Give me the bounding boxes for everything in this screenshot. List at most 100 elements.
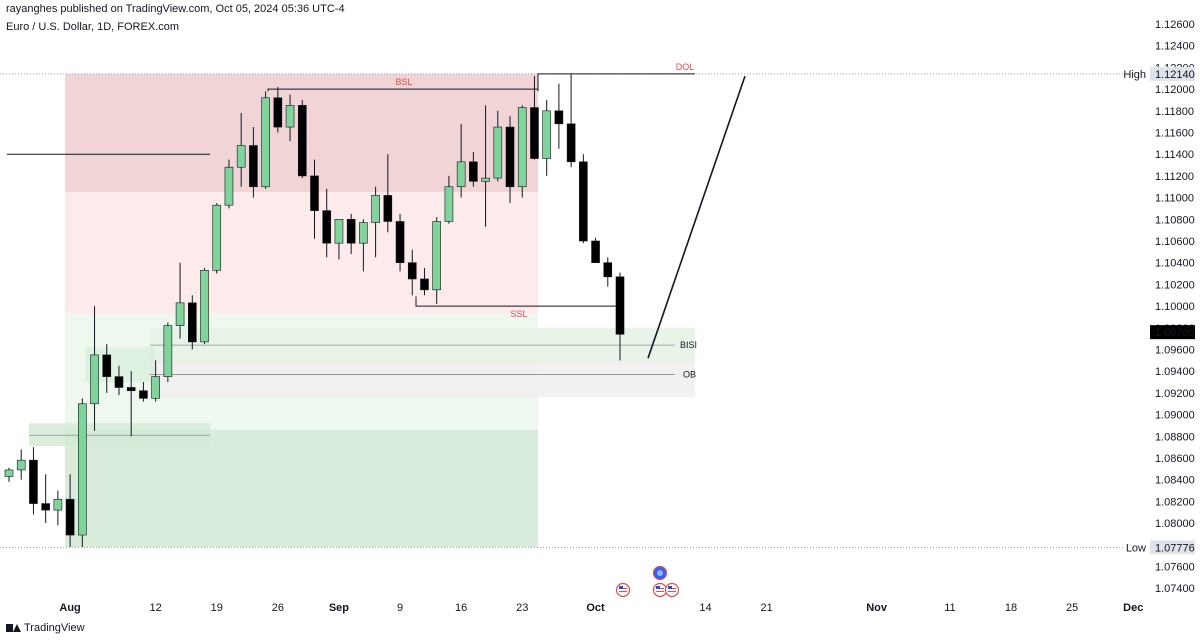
candle xyxy=(151,360,160,402)
candle-body xyxy=(444,186,454,222)
us-flag-event-icon[interactable] xyxy=(652,565,668,581)
publish-line: rayanghes published on TradingView.com, … xyxy=(6,3,345,15)
footer-brand[interactable]: TradingView xyxy=(6,622,85,634)
candle xyxy=(542,99,551,176)
candle xyxy=(371,186,380,258)
y-tick-label: 1.12000 xyxy=(1155,84,1195,96)
tradingview-logo-icon xyxy=(6,623,21,633)
y-tick-label: 1.07400 xyxy=(1155,583,1195,595)
time-axis[interactable]: Aug 12 19 26 Sep 9 16 23 Oct 14 21 Nov 11 18 25 Dec xyxy=(59,602,1143,614)
x-tick-label: Oct xyxy=(586,602,605,614)
candle xyxy=(175,262,185,339)
candle-body xyxy=(139,390,148,399)
candle xyxy=(261,91,270,189)
x-tick-label: 14 xyxy=(699,602,711,614)
candle-body xyxy=(224,166,234,206)
y-tick-label: 1.09000 xyxy=(1155,410,1195,422)
zone-layer xyxy=(29,73,695,547)
x-tick-label: 21 xyxy=(761,602,773,614)
low-label: Low xyxy=(1126,542,1146,554)
y-tick-label: 1.12600 xyxy=(1155,19,1195,31)
bsl-zone-light xyxy=(65,192,538,314)
candle xyxy=(249,127,258,198)
y-tick-label: 1.09400 xyxy=(1155,366,1195,378)
candle-body xyxy=(297,105,307,177)
y-tick-label: 1.11600 xyxy=(1155,128,1194,140)
ob-label: OB xyxy=(683,369,696,379)
economic-events[interactable] xyxy=(615,565,680,598)
candle-body xyxy=(188,302,197,343)
candle xyxy=(517,105,527,198)
candle xyxy=(236,112,246,187)
candle xyxy=(481,105,490,227)
us-flag-event-icon[interactable] xyxy=(652,582,668,598)
candle-body xyxy=(78,403,87,536)
x-tick-label: 19 xyxy=(211,602,223,614)
candle-body xyxy=(322,210,332,244)
candle-body xyxy=(273,97,283,128)
us-flag-event-icon[interactable] xyxy=(664,582,680,598)
y-tick-label: 1.09200 xyxy=(1155,388,1195,400)
bsl-label: BSL xyxy=(395,77,412,87)
candle xyxy=(456,123,466,198)
candle xyxy=(554,83,564,149)
candle-body xyxy=(420,278,429,291)
candle xyxy=(53,490,63,526)
current-price-badge xyxy=(1150,325,1195,340)
candle xyxy=(407,249,417,296)
candle xyxy=(4,467,14,482)
candle xyxy=(102,344,112,393)
candle xyxy=(530,76,539,160)
candle xyxy=(432,217,442,304)
candle-body xyxy=(456,161,466,188)
candle xyxy=(29,447,38,515)
candle-body xyxy=(212,204,222,271)
candle xyxy=(444,175,454,224)
candle-body xyxy=(29,459,38,504)
candle-body xyxy=(334,219,344,244)
candle-body xyxy=(432,221,442,291)
aug-fvg-zone xyxy=(29,423,210,447)
candles-layer xyxy=(4,73,625,547)
candle-body xyxy=(151,376,160,399)
candle-body xyxy=(517,107,527,188)
y-tick-label: 1.11400 xyxy=(1155,149,1194,161)
y-tick-label: 1.12400 xyxy=(1155,41,1195,53)
candle xyxy=(126,371,136,437)
candle xyxy=(420,268,429,296)
candle xyxy=(200,268,209,345)
candle-body xyxy=(530,107,539,159)
candle-body xyxy=(469,161,478,182)
candle-body xyxy=(200,269,209,343)
price-axis[interactable]: 1.126001.124001.122001.120001.118001.116… xyxy=(1155,19,1195,595)
candle-body xyxy=(261,97,270,188)
candle-body xyxy=(395,221,405,264)
candle xyxy=(395,213,405,272)
candle xyxy=(603,257,613,287)
candle xyxy=(615,272,625,361)
x-tick-label: 26 xyxy=(272,602,284,614)
candle-body xyxy=(163,325,173,377)
candle-body xyxy=(310,175,319,211)
x-tick-label: 23 xyxy=(516,602,528,614)
candle-body xyxy=(493,126,503,179)
y-tick-label: 1.07600 xyxy=(1155,562,1195,574)
y-tick-label: 1.08600 xyxy=(1155,453,1195,465)
current-price-value: 1.09760 xyxy=(1155,327,1195,339)
x-tick-label: 9 xyxy=(397,602,403,614)
annotation-layer: BSL SSL DOL BISI OB xyxy=(395,62,697,380)
candle-body xyxy=(102,354,112,377)
us-flag-event-icon[interactable] xyxy=(615,582,631,598)
candle xyxy=(297,99,307,179)
candle xyxy=(188,295,197,350)
drawing-layer xyxy=(0,73,1125,548)
brand-name: TradingView xyxy=(24,622,85,634)
candle-body xyxy=(554,110,564,125)
symbol-title[interactable]: Euro / U.S. Dollar, 1D, FOREX.com xyxy=(6,21,179,33)
y-tick-label: 1.10600 xyxy=(1155,236,1195,248)
y-tick-label: 1.10400 xyxy=(1155,258,1195,270)
candle-body xyxy=(114,376,124,388)
candle-body xyxy=(16,459,26,471)
candle-body xyxy=(41,503,50,511)
